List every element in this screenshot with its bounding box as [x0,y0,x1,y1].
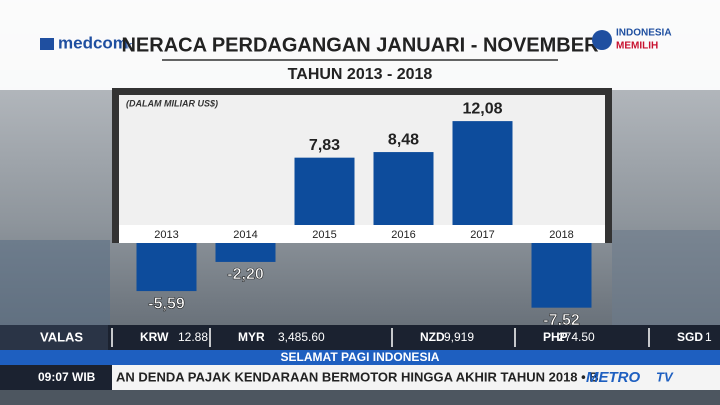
currency-code: SGD [677,330,703,344]
ticker-label-bg [0,325,108,350]
port-scene [0,240,110,330]
bar [136,243,197,292]
logo-icon [592,30,612,50]
port-scene [612,230,720,325]
news-text: AN DENDA PAJAK KENDARAAN BERMOTOR HINGGA… [116,369,599,384]
x-tick-label: 2018 [549,229,573,241]
bar [215,243,276,262]
chart-title: NERACA PERDAGANGAN JANUARI - NOVEMBER [121,34,599,56]
plot-area [119,95,605,225]
data-label: -5,59 [148,295,185,312]
clock: 09:07 WIB [38,370,96,384]
channel-name: METRO [586,369,640,386]
banner: SELAMAT PAGI INDONESIA [281,350,440,364]
currency-value: 274.50 [558,330,595,344]
bottom-strip [0,390,720,405]
x-tick-label: 2015 [312,229,336,241]
currency-code: PHP [543,330,568,344]
bar [294,157,355,225]
brand-icon [40,38,54,50]
bar [452,121,513,225]
data-label: 7,83 [309,137,340,154]
x-tick-label: 2014 [233,229,257,241]
currency-code: KRW [140,330,169,344]
ticker-bar [0,325,720,350]
x-tick-label: 2017 [470,229,494,241]
data-label: -7,52 [543,312,580,329]
logo-bottom: MEMILIH [616,41,658,52]
data-label: -2,20 [227,266,264,283]
bar [373,152,434,225]
logo-top: INDONESIA [616,28,672,39]
category-band [119,225,605,243]
x-tick-label: 2016 [391,229,415,241]
bar [531,243,592,308]
unit-note: (DALAM MILIAR US$) [126,98,218,108]
data-label: 8,48 [388,131,419,148]
news-bar [0,365,720,390]
brand-suffix: .id [124,41,135,52]
x-tick-label: 2013 [154,229,178,241]
banner-bg [0,350,720,365]
brand: medcom [58,33,128,52]
channel-suffix: TV [656,369,674,384]
currency-code: NZD [420,330,445,344]
ticker-label: VALAS [40,329,83,344]
data-label: 12,08 [462,100,502,117]
currency-value: 1 [705,330,712,344]
currency-value: 12.88 [178,330,208,344]
currency-code: MYR [238,330,265,344]
clock-bg [0,365,112,390]
currency-value: 9,919 [444,330,474,344]
currency-value: 3,485.60 [278,330,325,344]
chart-subtitle: TAHUN 2013 - 2018 [288,66,433,83]
